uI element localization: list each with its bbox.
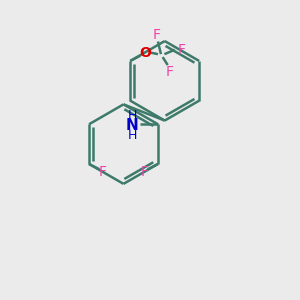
Text: F: F: [98, 165, 106, 179]
Text: O: O: [140, 46, 152, 60]
Text: F: F: [178, 43, 185, 57]
Text: H: H: [128, 129, 137, 142]
Text: H: H: [128, 110, 137, 122]
Text: N: N: [126, 118, 139, 133]
Text: F: F: [152, 28, 160, 42]
Text: F: F: [141, 165, 149, 179]
Text: F: F: [165, 65, 173, 79]
